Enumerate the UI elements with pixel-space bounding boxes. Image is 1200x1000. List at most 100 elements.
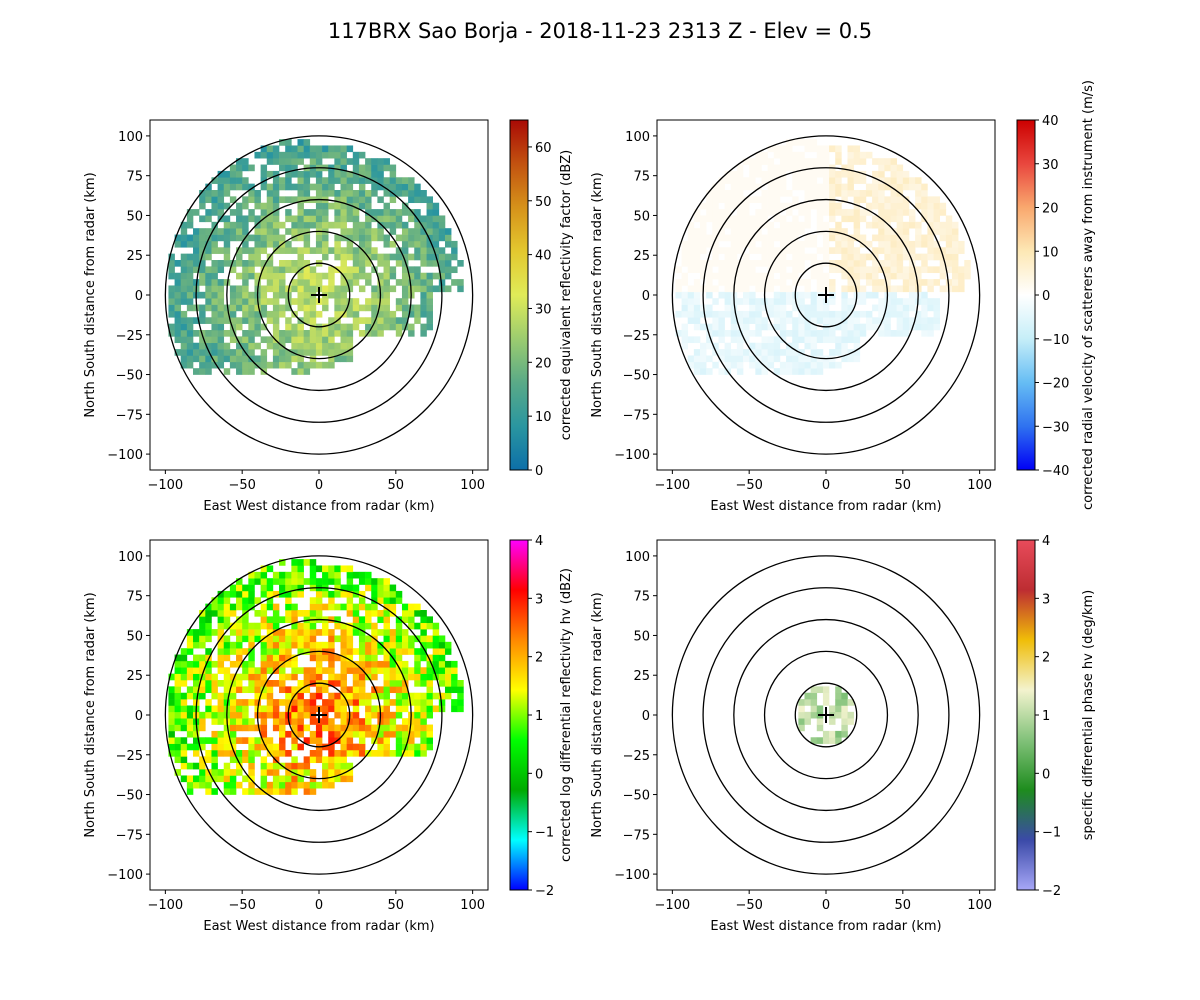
field-cell [272,781,280,789]
field-cell [322,565,329,573]
field-cell [371,724,378,732]
field-cell [272,622,280,630]
field-cell [303,234,311,242]
field-cell [365,711,372,719]
field-cell [291,667,298,674]
field-cell [779,253,787,261]
field-cell [902,272,910,280]
field-cell [786,190,793,197]
field-cell [444,234,452,242]
field-cell [309,654,317,662]
field-cell [328,718,335,725]
field-cell [426,737,433,744]
field-cell [444,673,452,681]
field-cell [730,202,738,210]
field-cell [272,660,280,668]
field-cell [217,190,225,197]
x-tick-label: −100 [148,478,184,493]
field-cell [254,323,261,331]
field-cell [457,705,464,713]
field-cell [706,190,713,197]
field-cell [383,260,390,267]
field-cell [217,234,225,242]
field-cell [773,234,781,242]
field-cell [822,151,830,159]
field-cell [786,221,793,229]
field-cell [229,730,237,738]
field-cell [829,705,836,713]
field-cell [438,253,446,261]
field-cell [681,291,689,299]
field-cell [755,298,762,305]
field-cell [272,177,280,184]
field-cell [822,253,830,261]
field-cell [217,699,225,706]
field-cell [211,177,218,184]
x-tick-label: 50 [895,898,912,913]
field-cell [180,750,188,757]
field-cell [755,196,762,204]
field-cell [804,190,811,197]
field-cell [365,718,372,725]
field-cell [798,718,805,725]
field-cell [792,234,799,242]
field-cell [272,610,280,617]
field-cell [328,590,335,598]
field-cell [334,298,341,305]
panel-reflectivity: −100 −50 0 50 1001007550250−25−50−75−100East… [83,119,574,514]
field-cell [365,317,372,324]
field-cell [890,170,897,178]
field-cell [743,177,750,184]
range-ring [195,167,443,423]
field-cell [260,686,268,694]
field-cell [309,272,317,280]
field-cell [401,260,409,267]
field-cell [180,317,188,324]
field-cell [371,190,378,197]
field-cell [365,240,372,248]
field-cell [383,234,390,242]
field-cell [890,266,897,274]
field-cell [297,323,304,331]
field-cell [872,266,879,274]
field-cell [420,680,427,687]
field-cell [272,215,280,223]
field-cell [841,336,848,344]
field-cell [767,145,775,153]
field-cell [279,616,286,624]
field-cell [915,228,922,235]
field-cell [205,266,212,274]
y-tick-label: −75 [116,408,143,423]
field-cell [211,603,218,611]
field-cell [205,279,212,286]
field-cell [334,680,341,687]
field-cell [285,699,292,706]
field-cell [822,158,830,165]
field-cell [340,221,347,229]
field-cell [358,603,366,611]
field-cell [303,240,311,248]
field-cell [199,310,206,318]
field-cell [755,260,762,267]
field-cell [804,183,811,191]
field-cell [260,578,268,585]
field-cell [211,737,218,744]
field-cell [211,279,218,286]
field-cell [395,253,403,261]
field-cell [229,686,237,694]
field-cell [878,260,885,267]
field-cell [328,699,335,706]
field-cell [322,762,329,770]
field-cell [841,310,848,318]
field-cell [401,240,409,248]
range-ring [226,198,412,392]
field-cell [767,298,775,305]
field-cell [346,724,354,732]
field-cell [408,673,415,681]
field-cell [377,629,384,636]
field-cell [297,349,304,356]
field-cell [767,349,775,356]
field-cell [334,196,341,204]
field-cell [217,705,225,713]
field-cell [279,686,286,694]
